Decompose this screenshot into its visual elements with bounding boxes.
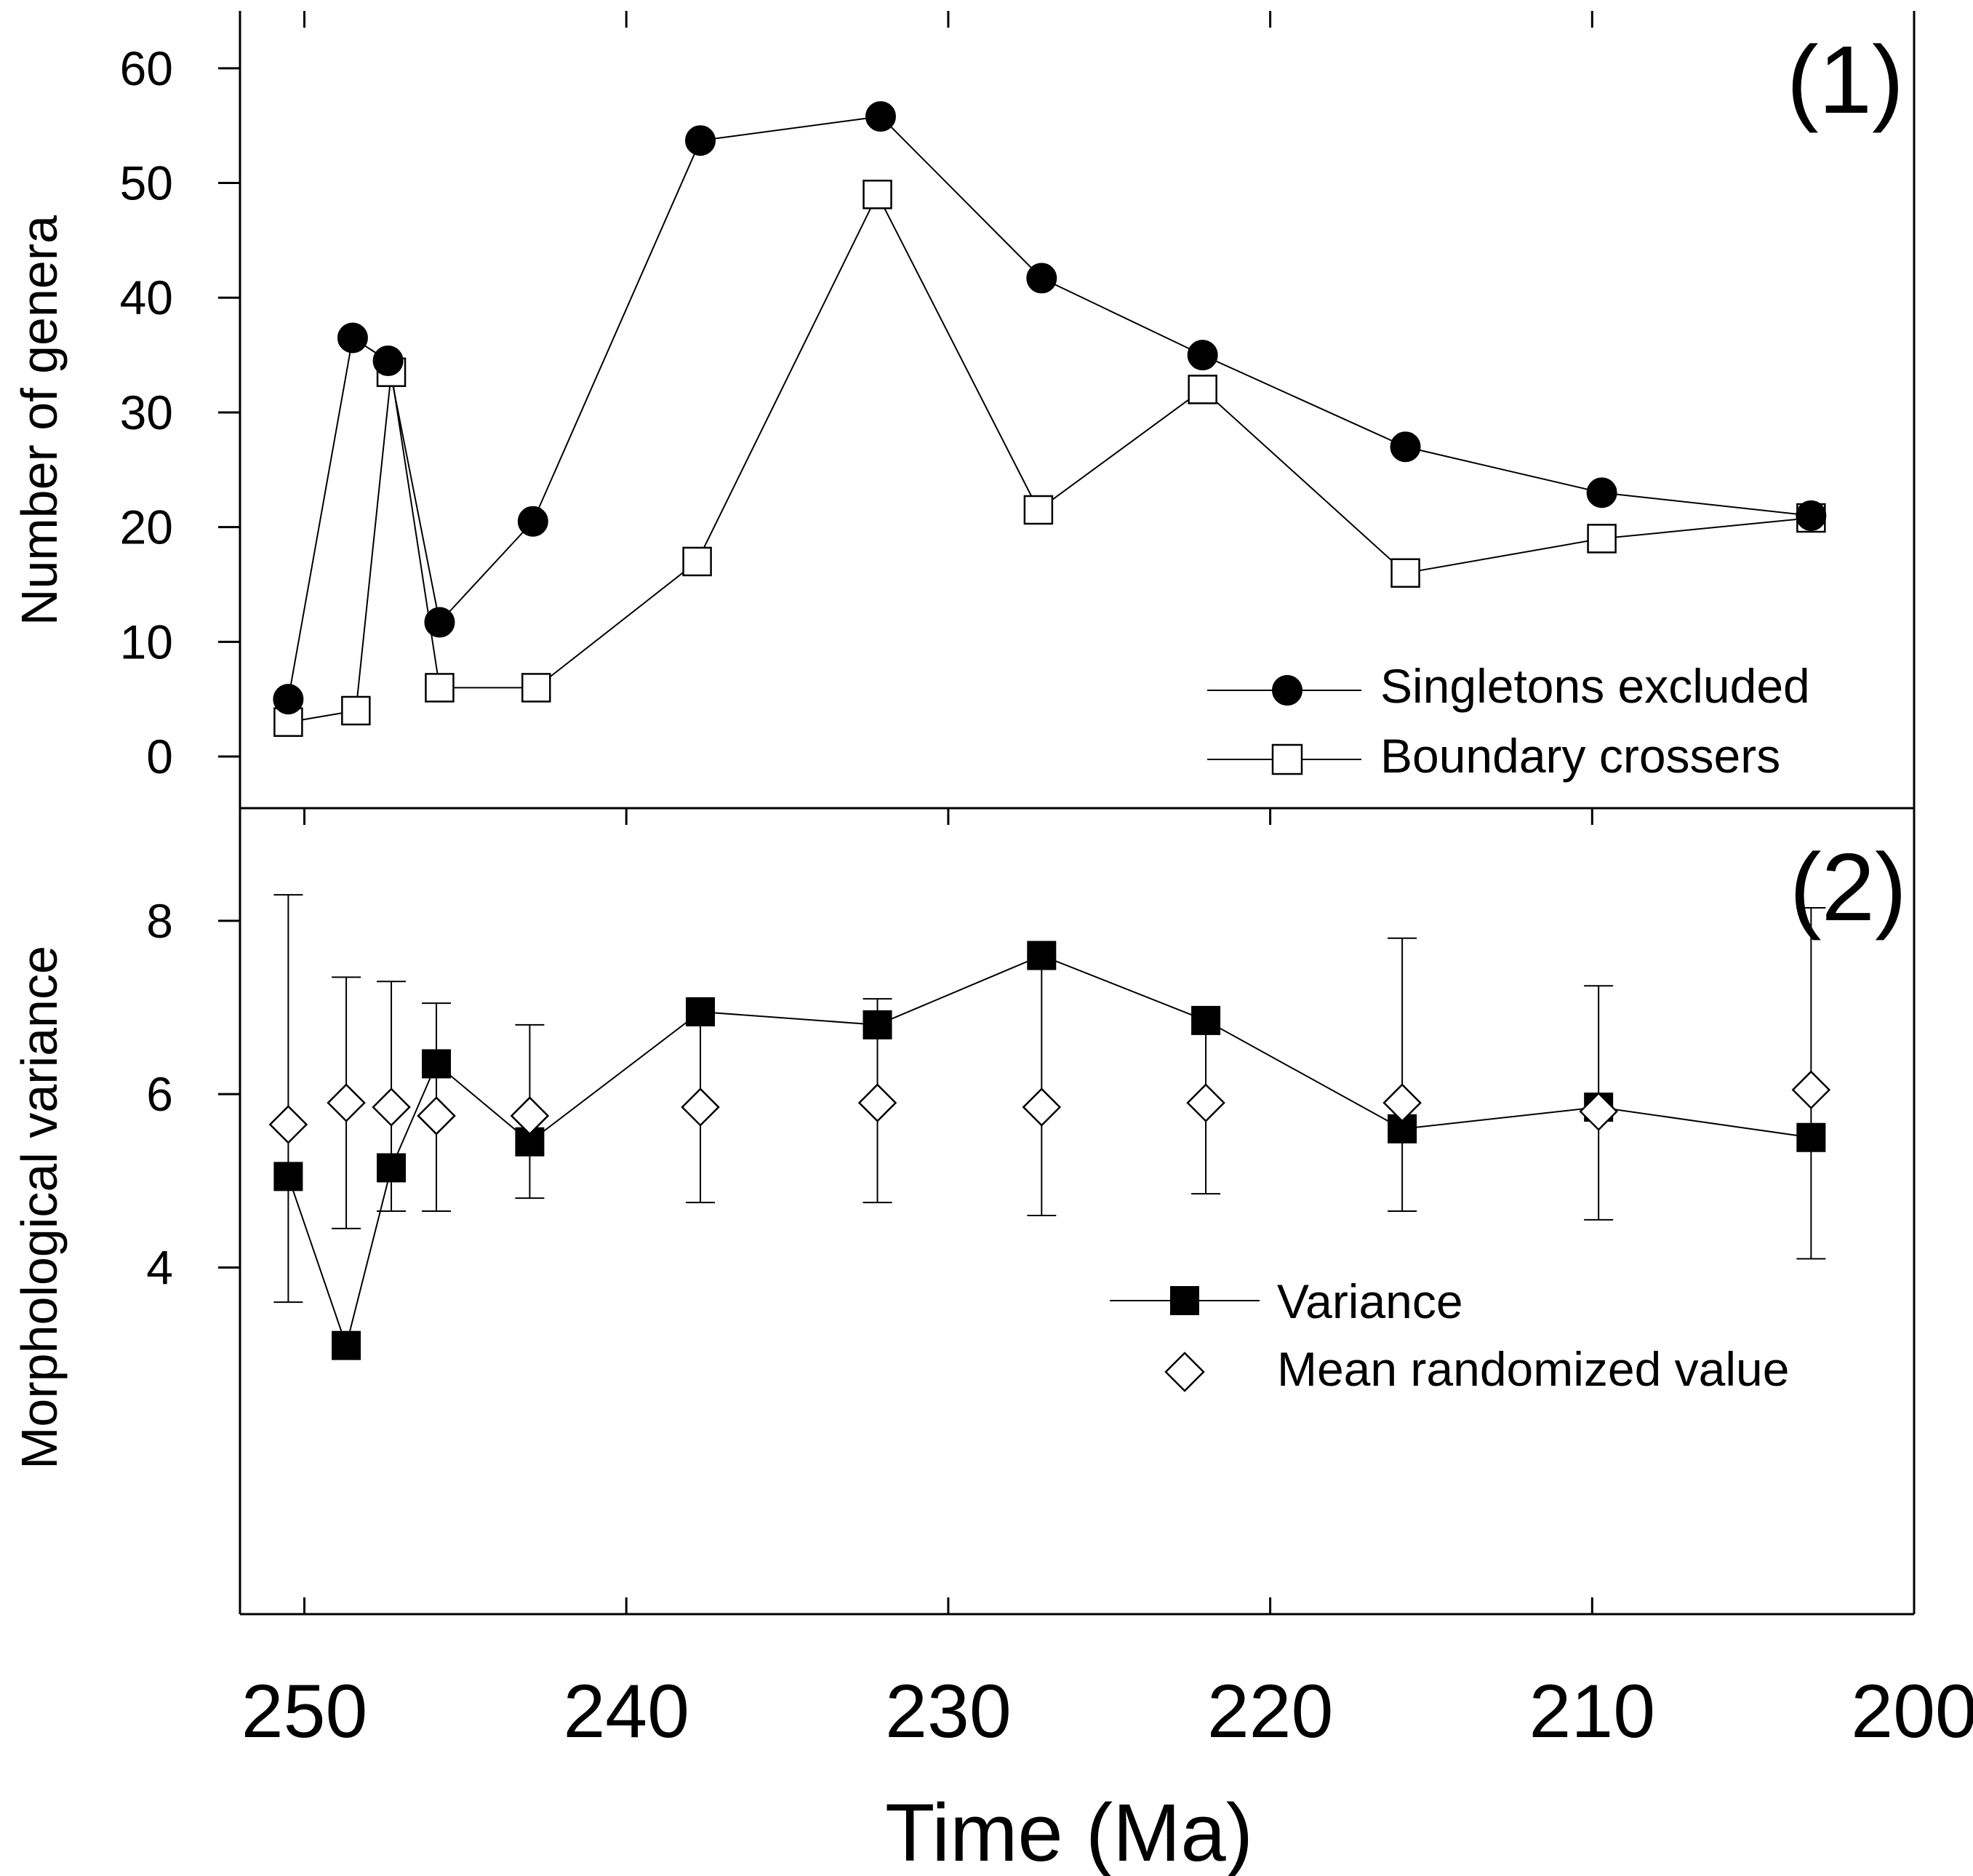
p2-y-tick-label-4: 4 [146, 1240, 173, 1294]
p1-y-tick-label-50: 50 [120, 156, 173, 210]
boundary-crossers-point-3 [425, 673, 455, 703]
variance-point-7 [1027, 941, 1057, 970]
variance-point-2 [377, 1153, 407, 1183]
boundary-crossers-point-7 [1023, 495, 1054, 525]
singletons-excluded-point-6 [865, 101, 896, 132]
singletons-excluded-point-11 [1796, 500, 1827, 531]
panel1-y-ticks: 0 10 20 30 40 50 60 [120, 41, 240, 783]
singletons-excluded-point-5 [685, 125, 716, 156]
boundary-crossers-point-6 [863, 180, 892, 209]
legend-label-mean-randomized-value: Mean randomized value [1277, 1342, 1789, 1396]
boundary-crossers-point-9 [1390, 558, 1420, 588]
variance-point-8 [1191, 1005, 1221, 1035]
panel1-series [273, 101, 1827, 737]
x-axis-title: Time (Ma) [885, 1787, 1253, 1876]
x-tick-label-240: 240 [563, 1669, 689, 1754]
boundary-crossers-point-1 [341, 695, 371, 726]
p1-y-tick-label-60: 60 [120, 41, 173, 95]
singletons-excluded-point-8 [1187, 340, 1218, 371]
p1-y-tick-label-10: 10 [120, 615, 173, 668]
plot-frame [239, 11, 1916, 1616]
variance-point-0 [273, 1162, 303, 1192]
singletons-excluded-point-10 [1586, 477, 1617, 508]
boundary-crossers-point-8 [1188, 375, 1217, 404]
singletons-excluded-point-3 [424, 607, 455, 638]
mean-randomized-point-2 [372, 1087, 411, 1127]
panel2-series [268, 894, 1831, 1360]
mean-randomized-point-8 [1186, 1083, 1225, 1122]
singletons-excluded-point-7 [1026, 263, 1057, 294]
boundary-crossers-point-0 [273, 707, 303, 737]
panel1-y-axis-title: Number of genera [11, 215, 68, 626]
p2-y-tick-label-8: 8 [146, 894, 173, 948]
mean-randomized-point-9 [1382, 1083, 1422, 1122]
p1-y-tick-label-30: 30 [120, 386, 173, 439]
p1-y-tick-label-20: 20 [120, 500, 173, 554]
panel1-x-ticks [303, 11, 1916, 28]
legend-item-singletons-excluded: Singletons excluded [1207, 659, 1810, 713]
legend-label-singletons-excluded: Singletons excluded [1380, 659, 1810, 713]
variance-point-6 [863, 1010, 892, 1039]
legend-marker-filled-circle [1272, 675, 1302, 706]
panel1-label: (1) [1787, 26, 1904, 133]
panel2-label: (2) [1790, 834, 1907, 941]
legend-marker-open-diamond [1164, 1352, 1205, 1392]
x-tick-label-200: 200 [1851, 1669, 1973, 1754]
legend-item-variance: Variance [1110, 1274, 1463, 1328]
panel2-y-axis-title: Morphological variance [11, 946, 68, 1469]
panel2-legend: Variance Mean randomized value [1110, 1274, 1789, 1396]
x-tick-label-230: 230 [885, 1669, 1012, 1754]
legend-label-boundary-crossers: Boundary crossers [1380, 729, 1780, 783]
p1-series-line-0 [287, 116, 1812, 700]
panel1-legend: Singletons excluded Boundary crossers [1207, 659, 1810, 783]
mean-randomized-point-7 [1022, 1087, 1062, 1127]
variance-point-9 [1388, 1114, 1417, 1143]
variance-point-1 [332, 1330, 361, 1360]
panel2-x-ticks [303, 808, 1916, 825]
legend-label-variance: Variance [1277, 1274, 1463, 1328]
x-tick-label-220: 220 [1207, 1669, 1334, 1754]
mean-randomized-point-0 [268, 1105, 308, 1144]
x-tick-label-250: 250 [241, 1669, 368, 1754]
p1-y-tick-label-40: 40 [120, 271, 173, 324]
mean-randomized-point-3 [417, 1096, 456, 1135]
boundary-crossers-point-4 [521, 673, 551, 703]
x-axis-ticks [303, 1597, 1916, 1614]
legend-marker-filled-square [1170, 1286, 1199, 1315]
singletons-excluded-point-1 [337, 322, 368, 354]
boundary-crossers-point-5 [682, 546, 712, 577]
mean-randomized-point-5 [681, 1087, 720, 1127]
mean-randomized-point-10 [1579, 1092, 1618, 1131]
p1-y-tick-label-0: 0 [146, 730, 173, 783]
legend-marker-open-square [1271, 743, 1303, 775]
variance-point-5 [686, 997, 716, 1026]
p1-series-line-1 [288, 193, 1812, 723]
variance-point-11 [1796, 1122, 1826, 1152]
singletons-excluded-point-4 [517, 506, 548, 537]
mean-randomized-point-4 [510, 1096, 550, 1135]
mean-randomized-point-6 [857, 1083, 897, 1122]
variance-line [287, 954, 1812, 1349]
mean-randomized-point-11 [1791, 1070, 1831, 1109]
p2-y-tick-label-6: 6 [146, 1067, 173, 1121]
x-axis-tick-labels: 250 240 230 220 210 200 [241, 1669, 1973, 1754]
legend-item-mean-randomized: Mean randomized value [1164, 1342, 1789, 1396]
x-tick-label-210: 210 [1529, 1669, 1656, 1754]
mean-randomized-point-1 [327, 1083, 366, 1122]
variance-point-3 [422, 1049, 452, 1079]
singletons-excluded-point-9 [1390, 431, 1421, 463]
singletons-excluded-point-0 [273, 684, 304, 715]
singletons-excluded-point-2 [372, 345, 404, 376]
boundary-crossers-point-10 [1587, 524, 1617, 554]
panel2-y-ticks: 4 6 8 [146, 894, 240, 1294]
legend-item-boundary-crossers: Boundary crossers [1207, 729, 1780, 783]
